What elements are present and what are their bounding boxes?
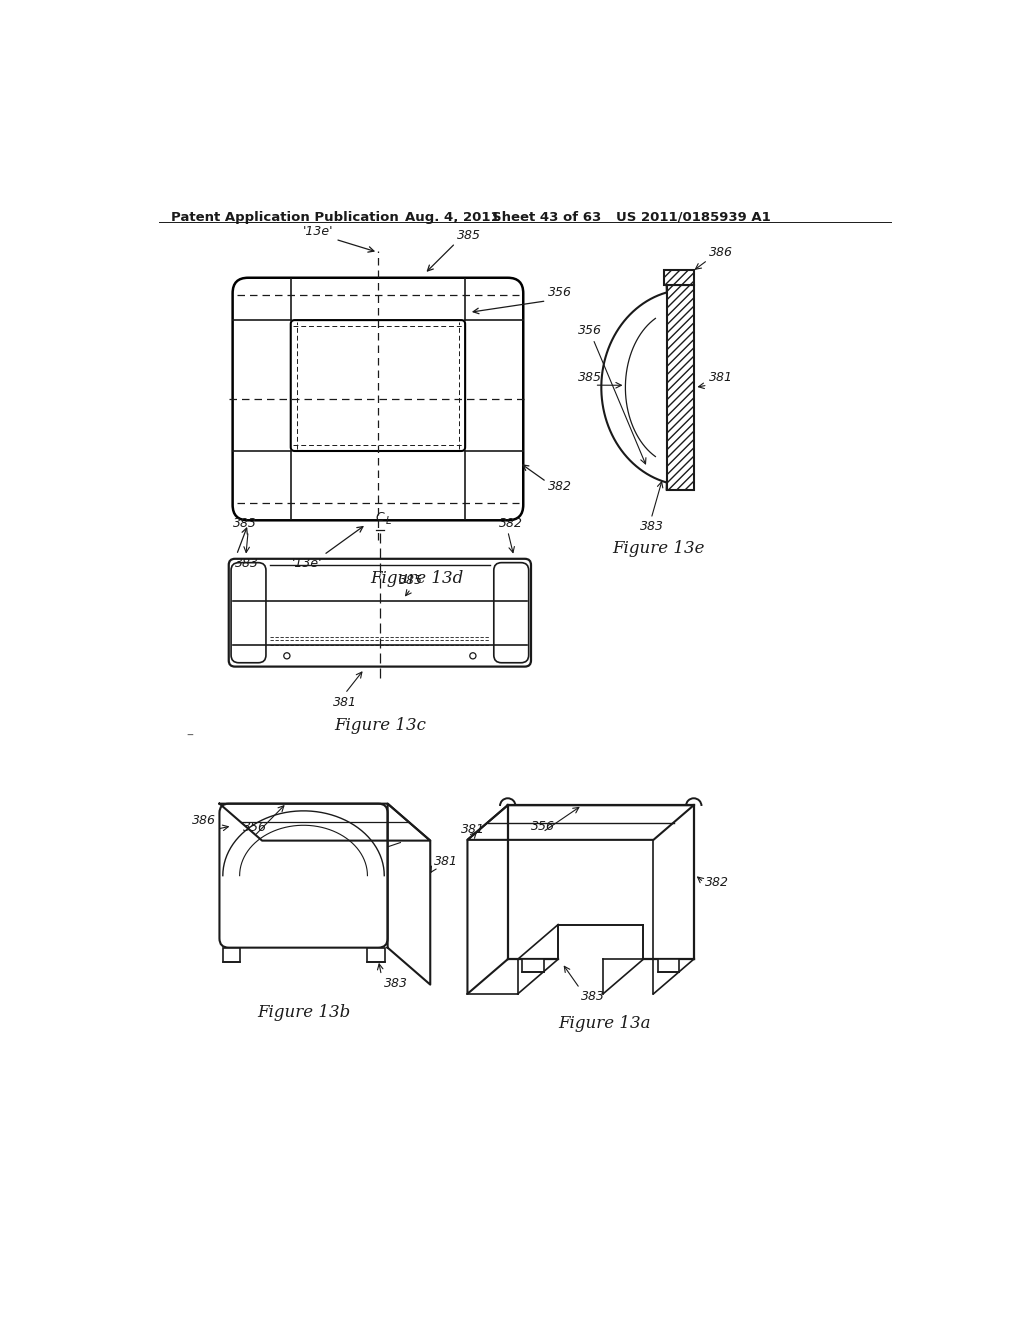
Bar [222, 948, 240, 961]
Text: '13e': '13e' [302, 224, 333, 238]
Text: Figure 13d: Figure 13d [370, 570, 463, 587]
Bar [657, 960, 679, 972]
Text: 386: 386 [710, 246, 733, 259]
Text: Figure 13e: Figure 13e [612, 540, 706, 557]
Text: 385: 385 [399, 574, 423, 587]
Text: 383: 383 [640, 520, 664, 533]
Text: 356: 356 [548, 286, 572, 300]
Text: 381: 381 [461, 822, 485, 836]
Text: 385: 385 [457, 228, 481, 242]
Bar [667, 285, 693, 490]
Text: 382: 382 [548, 480, 572, 494]
Text: Aug. 4, 2011: Aug. 4, 2011 [406, 211, 500, 224]
Text: 382: 382 [706, 875, 729, 888]
Text: 383: 383 [384, 977, 408, 990]
Text: 356: 356 [531, 820, 555, 833]
Text: Figure 13b: Figure 13b [257, 1003, 350, 1020]
Text: Figure 13c: Figure 13c [334, 717, 426, 734]
Text: 356: 356 [243, 821, 266, 834]
Text: 356: 356 [578, 325, 601, 338]
Text: Figure 13a: Figure 13a [558, 1015, 651, 1032]
Text: 383: 383 [234, 557, 259, 570]
FancyBboxPatch shape [219, 804, 388, 948]
Text: $\it{L}$: $\it{L}$ [385, 515, 392, 527]
Bar [368, 948, 385, 961]
Text: '13e': '13e' [292, 557, 323, 570]
Text: 381: 381 [434, 855, 458, 869]
Text: Sheet 43 of 63: Sheet 43 of 63 [493, 211, 601, 224]
Text: 381: 381 [334, 696, 357, 709]
Text: –: – [186, 729, 193, 743]
Text: 382: 382 [500, 516, 523, 529]
Text: 383: 383 [232, 516, 257, 529]
Bar [665, 271, 693, 285]
Text: 385: 385 [578, 371, 601, 384]
Text: Patent Application Publication: Patent Application Publication [171, 211, 398, 224]
Text: 386: 386 [191, 813, 216, 826]
Text: 383: 383 [582, 990, 605, 1003]
Text: $\it{C}$: $\it{C}$ [375, 511, 385, 524]
Text: 381: 381 [710, 371, 733, 384]
Text: US 2011/0185939 A1: US 2011/0185939 A1 [616, 211, 771, 224]
Bar [522, 960, 544, 972]
